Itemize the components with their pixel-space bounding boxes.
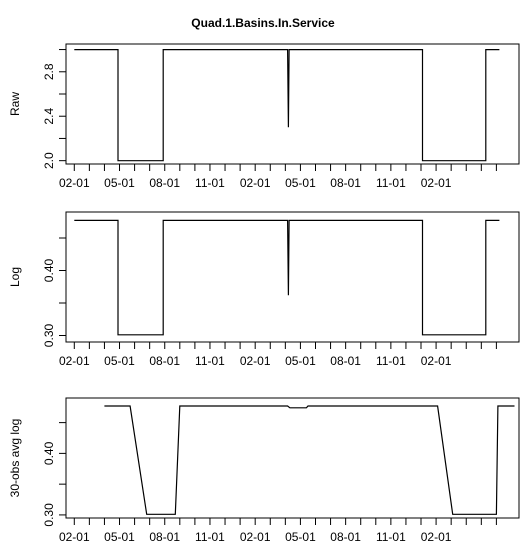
y-tick-label: 0.30 [42, 503, 56, 527]
y-axis-label: Raw [8, 92, 22, 116]
chart-panel-3: 02-01 05-01 08-01 11-01 02-01 05-01 08-01 11-01… [8, 397, 520, 544]
series-line [104, 405, 515, 515]
y-tick-label: 0.40 [42, 441, 56, 465]
x-tick-label: 08-01 [149, 530, 180, 544]
x-tick-label: 05-01 [285, 176, 316, 190]
x-tick-label: 08-01 [330, 354, 361, 368]
y-axis-label: Log [8, 267, 22, 287]
x-tick-label: 02-01 [59, 354, 90, 368]
series-line [74, 48, 500, 162]
y-tick-label: 0.30 [42, 323, 56, 347]
y-tick-label: 2.4 [42, 108, 56, 125]
x-tick-label: 05-01 [104, 176, 135, 190]
x-tick-label: 11-01 [195, 354, 225, 368]
x-tick-label: 02-01 [59, 176, 90, 190]
x-tick-label: 11-01 [376, 176, 406, 190]
plot-frame [65, 43, 520, 165]
y-axis-label: 30-obs avg log [8, 419, 22, 498]
x-tick-label: 11-01 [195, 176, 225, 190]
series-line [74, 219, 500, 336]
chart-panel-1: 02-01 05-01 08-01 11-01 02-01 05-01 08-01 11-01… [8, 43, 520, 190]
y-tick-label: 0.40 [42, 258, 56, 282]
chart-panel-2: 02-01 05-01 08-01 11-01 02-01 05-01 08-01 11-01… [8, 211, 520, 368]
y-tick-label: 2.8 [42, 63, 56, 80]
x-tick-label: 11-01 [376, 354, 406, 368]
x-tick-label: 11-01 [376, 530, 406, 544]
x-tick-label: 08-01 [330, 176, 361, 190]
x-tick-label: 02-01 [240, 176, 271, 190]
y-tick-label: 2.0 [42, 152, 56, 169]
x-tick-label: 08-01 [149, 354, 180, 368]
chart-title: Quad.1.Basins.In.Service [191, 16, 335, 30]
x-tick-label: 11-01 [195, 530, 225, 544]
x-tick-label: 02-01 [59, 530, 90, 544]
x-tick-label: 02-01 [240, 354, 271, 368]
x-tick-label: 05-01 [104, 354, 135, 368]
x-tick-label: 08-01 [330, 530, 361, 544]
x-tick-label: 02-01 [421, 176, 452, 190]
plot-frame [65, 211, 520, 343]
x-tick-label: 08-01 [149, 176, 180, 190]
x-tick-label: 05-01 [104, 530, 135, 544]
plot-frame [65, 397, 520, 519]
x-tick-label: 05-01 [285, 530, 316, 544]
x-tick-label: 02-01 [240, 530, 271, 544]
x-tick-label: 05-01 [285, 354, 316, 368]
x-tick-label: 02-01 [421, 354, 452, 368]
x-tick-label: 02-01 [421, 530, 452, 544]
